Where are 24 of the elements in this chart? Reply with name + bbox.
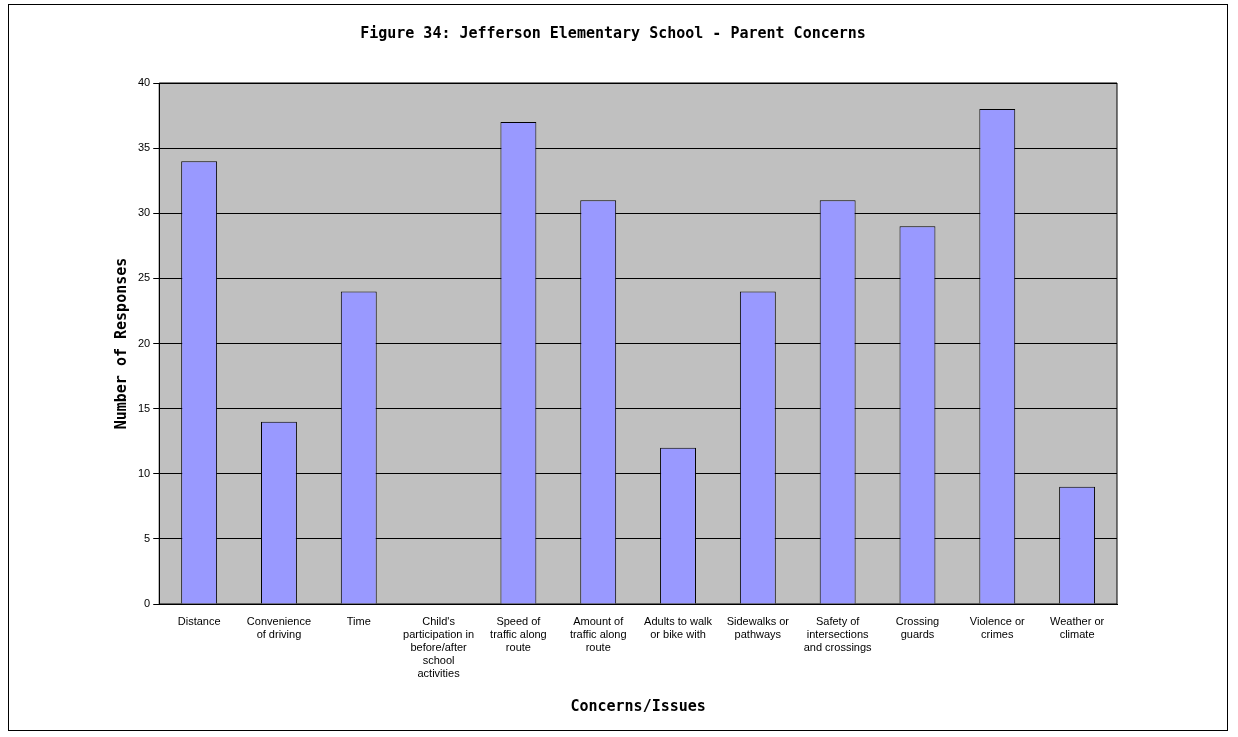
y-tick-label: 35 <box>137 141 151 154</box>
x-tick-label: Speed of traffic along route <box>490 614 547 654</box>
x-tick-label: Weather or climate <box>1049 614 1105 640</box>
y-tick-label: 25 <box>137 271 151 284</box>
y-tick-label: 40 <box>137 76 151 89</box>
x-tick-label: Child's participation in before/after school activities <box>403 614 475 680</box>
y-tick-label: 30 <box>137 206 151 219</box>
x-axis-title: Concerns/Issues <box>570 696 706 715</box>
x-tick-label: Convenience of driving <box>246 614 312 640</box>
y-axis-title: Number of Responses <box>111 257 130 430</box>
y-tick-label: 5 <box>144 531 151 544</box>
x-tick-label: Distance <box>177 614 221 627</box>
x-tick-label: Time <box>346 614 371 627</box>
x-tick-label: Violence or crimes <box>969 614 1026 640</box>
x-tick-label: Amount of traffic along route <box>569 614 627 654</box>
x-tick-label: Adults to walk or bike with <box>644 614 713 640</box>
x-tick-label: Safety of intersections and crossings <box>803 614 873 654</box>
x-tick-label: Crossing guards <box>895 614 940 640</box>
y-tick-label: 10 <box>137 466 151 479</box>
x-tick-label: Sidewalks or pathways <box>726 614 790 640</box>
y-tick-label: 15 <box>137 401 151 414</box>
chart-title: Figure 34: Jefferson Elementary School - Parent Concerns <box>360 23 866 42</box>
y-tick-label: 20 <box>137 336 151 349</box>
y-tick-label: 0 <box>144 597 151 610</box>
